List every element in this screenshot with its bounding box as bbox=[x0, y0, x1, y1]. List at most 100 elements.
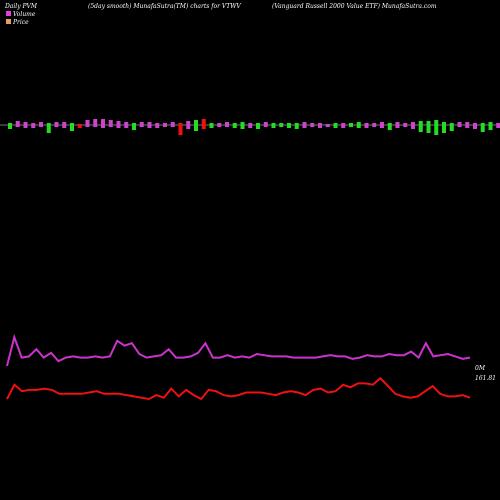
volume-bar-down bbox=[263, 125, 268, 127]
volume-bar-down bbox=[186, 125, 191, 129]
volume-bar-up bbox=[395, 122, 400, 125]
volume-bar-up bbox=[116, 121, 121, 125]
volume-bar-up bbox=[170, 122, 175, 125]
volume-bar-up bbox=[132, 123, 136, 125]
volume-bar-up bbox=[124, 122, 129, 125]
volume-bar-up bbox=[465, 122, 470, 125]
volume-bar-up bbox=[225, 122, 229, 125]
volume-bar-up bbox=[333, 123, 338, 125]
volume-bar-up bbox=[163, 123, 167, 125]
volume-bar-up bbox=[232, 123, 237, 125]
volume-value-label: 0M bbox=[475, 365, 486, 372]
volume-bar-up bbox=[209, 123, 214, 125]
volume-bar-down bbox=[380, 125, 384, 128]
volume-bar-down bbox=[248, 125, 253, 128]
volume-bar-up bbox=[201, 119, 206, 125]
volume-bar-down bbox=[70, 125, 74, 131]
volume-bar-down bbox=[341, 125, 346, 128]
volume-bar-down bbox=[209, 125, 214, 128]
volume-bar-down bbox=[225, 125, 229, 127]
volume-bar-up bbox=[349, 123, 353, 125]
volume-bar-up bbox=[325, 124, 330, 125]
volume-bar-up bbox=[108, 120, 113, 125]
volume-bar-down bbox=[287, 125, 291, 128]
volume-bar-up bbox=[93, 119, 98, 125]
volume-bar-down bbox=[232, 125, 237, 128]
volume-bar-up bbox=[372, 123, 377, 125]
volume-bar-down bbox=[403, 125, 408, 127]
volume-bar-down bbox=[201, 125, 206, 129]
volume-bar-up bbox=[240, 122, 245, 125]
volume-bar-up bbox=[418, 121, 423, 125]
volume-bar-up bbox=[387, 123, 392, 125]
volume-bar-down bbox=[449, 125, 454, 131]
volume-bar-down bbox=[155, 125, 160, 128]
volume-bars bbox=[8, 119, 500, 135]
volume-bar-up bbox=[318, 123, 322, 125]
volume-bar-up bbox=[23, 122, 28, 125]
volume-bar-down bbox=[15, 125, 20, 127]
volume-bar-down bbox=[85, 125, 90, 127]
volume-bar-up bbox=[217, 123, 222, 125]
volume-bar-up bbox=[411, 122, 415, 125]
volume-bar-up bbox=[287, 123, 291, 125]
volume-bar-down bbox=[23, 125, 28, 128]
volume-bar-down bbox=[395, 125, 400, 128]
volume-bar-up bbox=[256, 123, 260, 125]
volume-bar-down bbox=[39, 125, 43, 127]
volume-bar-down bbox=[170, 125, 175, 127]
volume-bar-down bbox=[473, 125, 477, 129]
price-value-label: 161.81 bbox=[475, 375, 496, 382]
volume-bar-down bbox=[457, 125, 462, 127]
volume-bar-up bbox=[77, 124, 82, 125]
volume-bar-up bbox=[46, 123, 51, 125]
legend-price-label: Price bbox=[12, 19, 29, 26]
volume-bar-up bbox=[139, 122, 144, 125]
volume-bar-down bbox=[426, 125, 431, 133]
volume-bar-down bbox=[132, 125, 136, 130]
volume-bar-up bbox=[155, 123, 160, 125]
volume-bar-up bbox=[271, 123, 276, 125]
volume-bar-up bbox=[178, 123, 183, 125]
volume-bar-down bbox=[240, 125, 245, 129]
volume-bar-up bbox=[356, 122, 361, 125]
volume-bar-up bbox=[70, 123, 74, 125]
volume-bar-up bbox=[147, 122, 152, 125]
volume-bar-down bbox=[178, 125, 183, 135]
volume-bar-down bbox=[139, 125, 144, 127]
volume-bar-up bbox=[85, 120, 90, 125]
volume-bar-down bbox=[364, 125, 369, 128]
volume-bar-up bbox=[54, 122, 59, 125]
volume-bar-up bbox=[279, 123, 284, 125]
volume-bar-up bbox=[496, 123, 500, 125]
volume-bar-down bbox=[442, 125, 446, 133]
volume-bar-down bbox=[194, 125, 198, 131]
volume-bar-down bbox=[31, 125, 36, 128]
volume-bar-down bbox=[372, 125, 377, 127]
chart-header-middle: (5day smooth) MunafaSutra(TM) charts for… bbox=[88, 3, 241, 10]
volume-bar-down bbox=[124, 125, 129, 128]
volume-bar-down bbox=[496, 125, 500, 128]
volume-bar-down bbox=[62, 125, 67, 128]
volume-bar-down bbox=[93, 125, 98, 127]
volume-bar-down bbox=[101, 125, 105, 128]
volume-bar-down bbox=[256, 125, 260, 129]
volume-bar-up bbox=[364, 123, 369, 125]
legend-volume-swatch bbox=[6, 11, 11, 16]
volume-bar-up bbox=[31, 123, 36, 125]
volume-bar-down bbox=[54, 125, 59, 127]
legend-volume-label: Volume bbox=[13, 11, 36, 18]
volume-bar-down bbox=[434, 125, 439, 135]
volume-bar-down bbox=[318, 125, 322, 128]
volume-bar-up bbox=[194, 120, 198, 125]
volume-bar-down bbox=[325, 125, 330, 127]
volume-bar-up bbox=[186, 121, 191, 125]
volume-bar-up bbox=[480, 123, 485, 125]
volume-bar-down bbox=[8, 125, 12, 129]
volume-bar-up bbox=[294, 123, 299, 125]
volume-bar-up bbox=[263, 122, 268, 125]
volume-bar-up bbox=[248, 123, 253, 125]
volume-bar-down bbox=[163, 125, 167, 127]
volume-bar-down bbox=[310, 125, 315, 127]
